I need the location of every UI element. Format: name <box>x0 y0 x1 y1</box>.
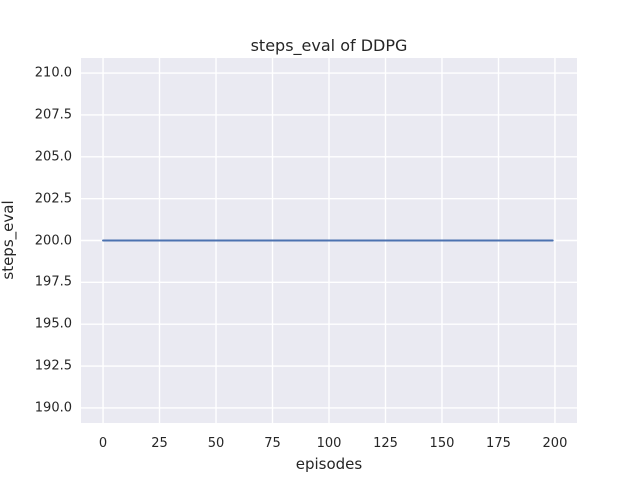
y-tick-label: 210.0 <box>34 65 72 81</box>
x-tick-label: 200 <box>542 436 568 451</box>
x-tick-label: 0 <box>98 436 108 451</box>
y-tick-label: 202.5 <box>34 191 72 207</box>
y-tick-label: 205.0 <box>34 149 72 165</box>
x-axis-label: episodes <box>295 455 363 473</box>
y-tick-label: 192.5 <box>34 358 72 374</box>
x-tick-label: 75 <box>264 436 281 451</box>
x-tick-label: 100 <box>316 436 342 451</box>
x-tick-label: 175 <box>486 436 511 451</box>
y-tick-label: 195.0 <box>34 316 72 332</box>
y-tick-label: 197.5 <box>34 274 72 290</box>
x-tick-label: 125 <box>373 436 398 451</box>
x-tick-label: 150 <box>429 436 455 451</box>
x-tick-label: 50 <box>207 436 225 451</box>
y-tick-label: 190.0 <box>34 400 72 416</box>
x-tick-label: 25 <box>151 436 168 451</box>
y-tick-label: 207.5 <box>34 107 72 123</box>
y-tick-label: 200.0 <box>34 233 72 248</box>
chart-title: steps_eval of DDPG <box>250 36 408 55</box>
